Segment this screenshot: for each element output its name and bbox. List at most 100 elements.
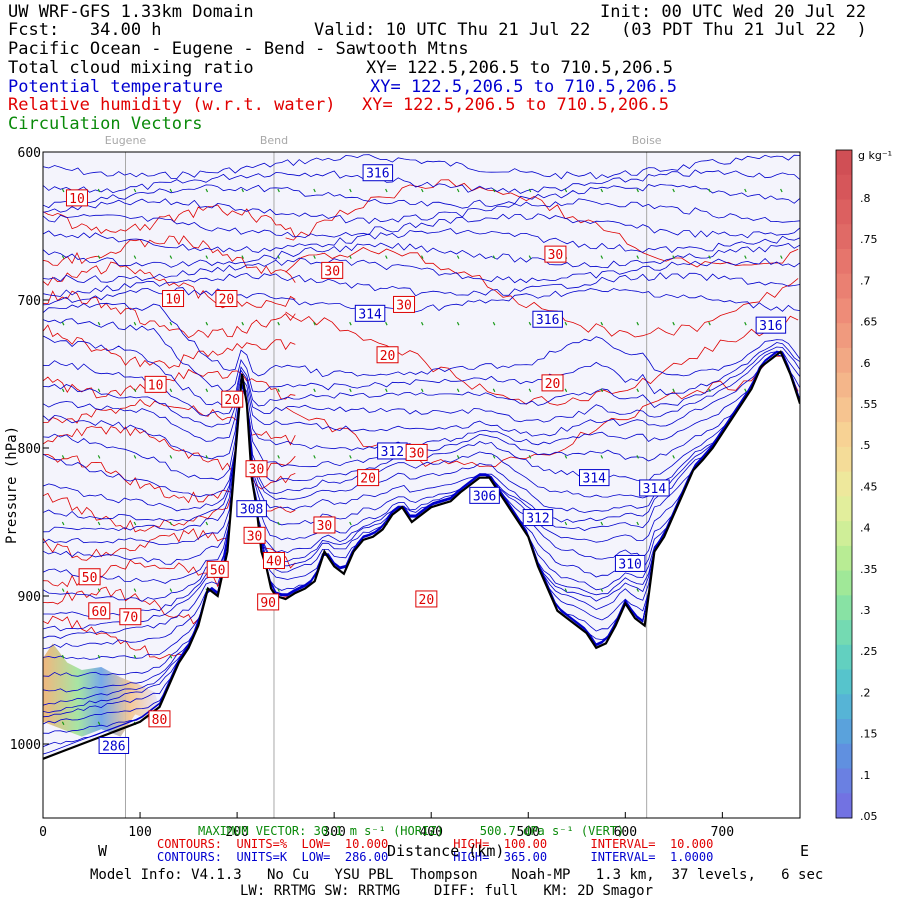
- theta-label-box: [236, 500, 267, 518]
- valid-time: Valid: 10 UTC Thu 21 Jul 22 (03 PDT Thu …: [314, 20, 867, 40]
- rh-label-box: [245, 460, 268, 478]
- theta-label-box: [532, 310, 563, 328]
- rh-contour-info: CONTOURS: UNITS=% LOW= 10.000 HIGH= 100.…: [157, 837, 714, 851]
- rh-contour: [43, 290, 296, 339]
- circulation-vector: [528, 388, 532, 393]
- x-tick-label: 700: [711, 825, 734, 840]
- colorbar-swatch: [836, 545, 852, 572]
- colorbar-tick-label: .8: [860, 192, 871, 205]
- theta-isoline: [43, 198, 800, 224]
- circulation-vector: [385, 388, 388, 393]
- circulation-vector: [313, 321, 316, 326]
- theta-isoline: [43, 213, 800, 239]
- theta-label: 308: [240, 503, 263, 518]
- colorbar-tick-label: .2: [860, 686, 871, 699]
- colorbar-swatch: [836, 150, 852, 176]
- rh-label: 10: [69, 192, 85, 207]
- init-time: Init: 00 UTC Wed 20 Jul 22: [600, 2, 867, 22]
- circulation-vector: [277, 588, 280, 592]
- theta-label: 314: [358, 307, 382, 322]
- rh-label: 30: [324, 264, 340, 279]
- circulation-vector: [277, 321, 280, 326]
- theta-label-box: [755, 316, 787, 334]
- circulation-vector: [133, 455, 137, 459]
- colorbar-tick-label: .65: [860, 316, 878, 329]
- circulation-vector: [672, 455, 675, 459]
- colorbar-swatch: [836, 694, 852, 720]
- circulation-vector: [708, 388, 711, 393]
- circulation-vector: [456, 455, 460, 459]
- colorbar-swatch: [836, 199, 852, 225]
- circulation-vector: [241, 188, 244, 193]
- colorbar-swatch: [836, 570, 852, 596]
- colorbar-tick-label: .45: [860, 480, 878, 493]
- circulation-vector: [744, 388, 747, 393]
- colorbar-swatch: [836, 397, 852, 423]
- colorbar-swatch: [836, 496, 852, 522]
- circulation-vector: [61, 521, 65, 526]
- circulation-vector: [349, 521, 352, 526]
- circulation-vector: [672, 321, 675, 326]
- circulation-vector: [564, 321, 568, 326]
- circulation-vector: [133, 654, 137, 659]
- field-theta-xy: XY= 122.5,206.5 to 710.5,206.5: [370, 77, 678, 97]
- circulation-vector: [313, 255, 316, 259]
- circulation-vector: [636, 188, 639, 193]
- theta-label: 316: [366, 167, 389, 182]
- field-vectors-label: Circulation Vectors: [8, 114, 203, 134]
- circulation-vector: [385, 321, 388, 326]
- circulation-vector: [744, 255, 747, 259]
- location-label-eugene: Eugene: [105, 134, 147, 147]
- colorbar-tick-label: .1: [860, 769, 871, 782]
- circulation-vector: [205, 521, 209, 526]
- colorbar-tick-label: .35: [860, 563, 878, 576]
- rh-label: 30: [409, 446, 425, 461]
- circulation-vector: [61, 455, 65, 459]
- colorbar-units: g kg⁻¹: [858, 149, 892, 162]
- model-title: UW WRF-GFS 1.33km Domain: [8, 2, 254, 22]
- rh-label: 20: [219, 293, 235, 308]
- circulation-vector: [97, 188, 101, 193]
- circulation-vector: [277, 455, 280, 459]
- max-vector-text: MAXIMUM VECTOR: 30.1 m s⁻¹ (HORIZ) 500.7…: [198, 824, 625, 838]
- colorbar-tick-label: .6: [860, 357, 871, 370]
- rh-label: 30: [247, 529, 263, 544]
- rh-label-box: [221, 390, 244, 408]
- rh-label: 20: [419, 593, 435, 608]
- circulation-vector: [600, 255, 604, 259]
- theta-isoline: [43, 154, 800, 180]
- field-rh-label: Relative humidity (w.r.t. water): [8, 95, 336, 115]
- circulation-vector: [744, 321, 747, 326]
- plot-frame: [42, 151, 801, 819]
- field-cloud-label: Total cloud mixing ratio: [8, 58, 254, 78]
- rh-contour: [43, 324, 296, 369]
- circulation-vector: [349, 455, 352, 459]
- model-physics: LW: RRTMG SW: RRTMG DIFF: full KM: 2D Sm…: [240, 883, 654, 899]
- rh-contour: [43, 261, 296, 309]
- colorbar-swatch: [836, 347, 852, 374]
- circulation-vector: [456, 388, 460, 393]
- circulation-vector: [241, 255, 244, 259]
- model-info: Model Info: V4.1.3 No Cu YSU PBL Thompso…: [90, 867, 824, 883]
- circulation-vector: [420, 321, 424, 326]
- circulation-vector: [492, 388, 496, 393]
- circulation-vector: [169, 654, 173, 659]
- circulation-vector: [133, 588, 137, 592]
- cloud-mixing-ratio-shading: [43, 643, 160, 737]
- circulation-vector: [564, 188, 568, 193]
- circulation-vector: [456, 321, 460, 326]
- rh-contour: [43, 368, 296, 400]
- colorbar-swatch: [836, 471, 852, 497]
- terrain-surface: [43, 350, 800, 760]
- x-tick-label: 500: [517, 825, 540, 840]
- rh-label-box: [65, 189, 88, 207]
- circulation-vector: [600, 321, 604, 326]
- field-theta-label: Potential temperature: [8, 77, 223, 97]
- circulation-vector: [277, 388, 280, 393]
- rh-label-box: [415, 590, 438, 608]
- rh-contour: [285, 311, 799, 406]
- circulation-vector: [708, 321, 711, 326]
- circulation-vector: [349, 255, 352, 259]
- circulation-vector: [133, 321, 137, 326]
- theta-isoline: [43, 272, 800, 297]
